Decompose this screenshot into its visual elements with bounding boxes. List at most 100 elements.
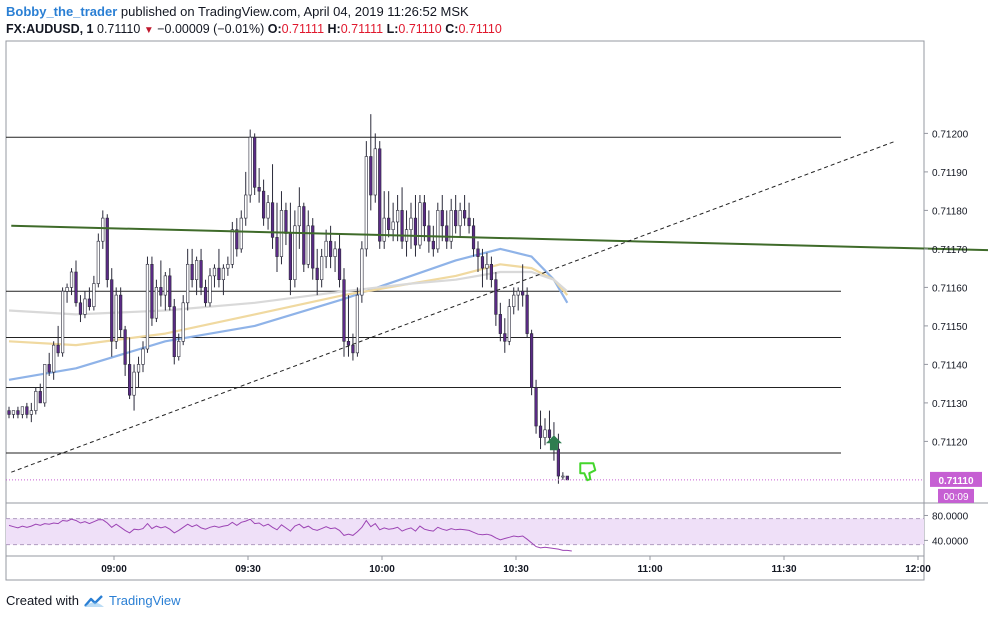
candle-body[interactable]	[521, 290, 525, 296]
candle-body[interactable]	[360, 248, 364, 296]
candle-body[interactable]	[507, 306, 511, 342]
candle-body[interactable]	[248, 136, 252, 196]
candle-body[interactable]	[110, 279, 114, 342]
candle-body[interactable]	[150, 263, 154, 319]
candle-body[interactable]	[547, 429, 552, 438]
candle-body[interactable]	[78, 302, 83, 315]
trend-drawings[interactable]	[6, 140, 988, 481]
candle-body[interactable]	[538, 425, 543, 438]
candle-body[interactable]	[297, 206, 301, 227]
candle-body[interactable]	[337, 248, 342, 280]
trend-line[interactable]	[11, 224, 988, 253]
candle-body[interactable]	[561, 475, 565, 478]
candle-body[interactable]	[445, 225, 449, 242]
candle-body[interactable]	[123, 329, 127, 365]
candle-body[interactable]	[422, 202, 427, 227]
candle-body[interactable]	[186, 263, 190, 304]
candle-body[interactable]	[230, 229, 234, 265]
candle-body[interactable]	[458, 210, 462, 227]
candle-body[interactable]	[302, 206, 306, 265]
candle-body[interactable]	[431, 240, 435, 250]
candle-body[interactable]	[34, 391, 38, 411]
candle-body[interactable]	[136, 364, 141, 373]
candle-body[interactable]	[217, 267, 221, 280]
candle-body[interactable]	[239, 217, 243, 250]
candle-body[interactable]	[87, 298, 91, 307]
candle-body[interactable]	[315, 267, 319, 280]
candle-body[interactable]	[114, 294, 118, 342]
candle-body[interactable]	[480, 256, 485, 269]
candle-body[interactable]	[498, 314, 502, 334]
candle-body[interactable]	[449, 210, 453, 242]
candle-body[interactable]	[92, 283, 96, 307]
candle-body[interactable]	[74, 271, 78, 304]
candle-body[interactable]	[257, 187, 261, 192]
candle-body[interactable]	[427, 225, 431, 242]
candle-body[interactable]	[476, 248, 480, 257]
candle-body[interactable]	[177, 340, 181, 357]
candle-body[interactable]	[436, 210, 440, 250]
candle-body[interactable]	[467, 217, 471, 227]
author-link[interactable]: Bobby_the_trader	[6, 4, 118, 19]
candle-body[interactable]	[29, 410, 33, 415]
candle-body[interactable]	[60, 290, 65, 354]
candle-body[interactable]	[391, 221, 395, 230]
candle-body[interactable]	[306, 225, 310, 265]
candle-body[interactable]	[119, 294, 123, 331]
candle-body[interactable]	[266, 202, 270, 219]
candle-body[interactable]	[413, 217, 418, 246]
candle-body[interactable]	[168, 275, 172, 307]
candle-body[interactable]	[284, 210, 288, 234]
candle-body[interactable]	[208, 275, 212, 304]
candle-body[interactable]	[409, 217, 413, 230]
candle-body[interactable]	[96, 240, 100, 284]
candle-body[interactable]	[261, 190, 266, 219]
candle-body[interactable]	[65, 287, 69, 292]
candle-body[interactable]	[244, 194, 248, 219]
candle-body[interactable]	[503, 333, 507, 342]
price-axis[interactable]: 0.71120 0.71130 0.71140 0.71150 0.71160 0.711…	[924, 129, 982, 503]
candle-body[interactable]	[16, 410, 20, 415]
candle-body[interactable]	[342, 279, 346, 342]
candle-body[interactable]	[199, 260, 203, 288]
candle-body[interactable]	[270, 202, 275, 238]
candle-body[interactable]	[565, 475, 569, 481]
candle-body[interactable]	[56, 344, 60, 354]
candle-body[interactable]	[400, 210, 404, 242]
candle-body[interactable]	[355, 294, 360, 354]
candle-body[interactable]	[485, 263, 489, 269]
candle-body[interactable]	[494, 279, 498, 315]
candle-body[interactable]	[543, 429, 547, 438]
candle-body[interactable]	[43, 364, 47, 404]
candle-body[interactable]	[454, 210, 458, 227]
time-axis[interactable]: 09:00 09:30 10:00 10:30 11:00 11:30 12:00	[101, 556, 931, 575]
candle-body[interactable]	[154, 287, 159, 319]
candle-body[interactable]	[293, 225, 297, 281]
candle-body[interactable]	[395, 210, 400, 223]
candle-body[interactable]	[346, 340, 351, 346]
candle-body[interactable]	[203, 287, 208, 304]
candle-body[interactable]	[105, 217, 109, 281]
candle-body[interactable]	[11, 410, 16, 415]
candle-body[interactable]	[25, 406, 29, 415]
candle-body[interactable]	[364, 156, 368, 250]
candle-body[interactable]	[221, 267, 226, 280]
candle-body[interactable]	[529, 333, 534, 388]
candle-body[interactable]	[101, 217, 105, 242]
candle-body[interactable]	[226, 263, 230, 269]
candle-body[interactable]	[525, 294, 529, 334]
candle-body[interactable]	[320, 256, 324, 281]
candle-body[interactable]	[212, 267, 217, 277]
candle-body[interactable]	[172, 306, 176, 357]
candle-body[interactable]	[275, 237, 279, 257]
dashed-trend-line[interactable]	[11, 140, 896, 473]
candle-body[interactable]	[288, 233, 293, 281]
candle-body[interactable]	[440, 210, 444, 227]
candle-body[interactable]	[132, 371, 136, 396]
candle-body[interactable]	[20, 406, 25, 415]
candle-body[interactable]	[141, 348, 145, 365]
candle-body[interactable]	[418, 202, 422, 246]
candle-body[interactable]	[351, 344, 355, 354]
candle-body[interactable]	[235, 229, 239, 250]
